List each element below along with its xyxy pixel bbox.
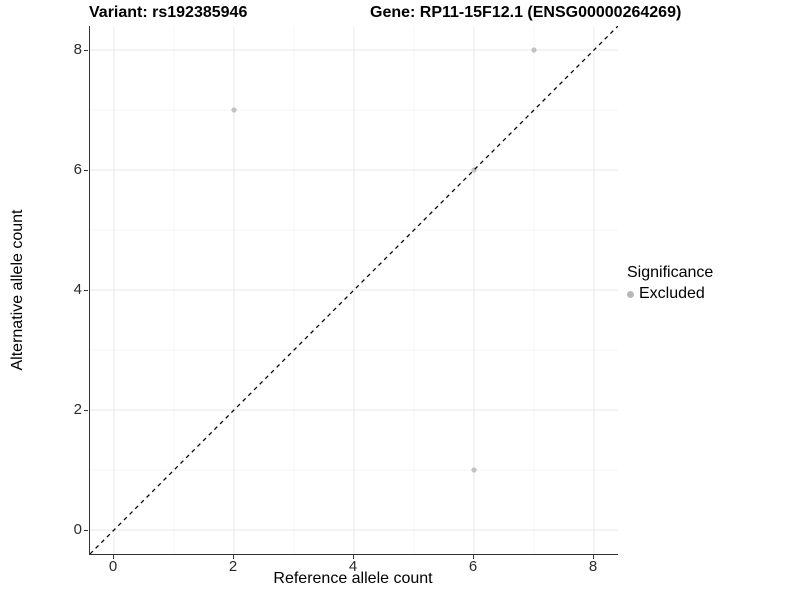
y-axis-title: Alternative allele count (9, 209, 26, 371)
legend-item-excluded: Excluded (627, 285, 713, 303)
x-axis-tick-label: 0 (108, 558, 118, 575)
legend: Significance Excluded (627, 264, 713, 303)
y-axis-tick-mark (84, 290, 88, 291)
data-point (471, 467, 477, 473)
y-axis-tick-mark (84, 410, 88, 411)
x-axis-tick-mark (233, 555, 234, 559)
x-axis-tick-mark (353, 555, 354, 559)
y-axis-tick-label: 6 (73, 161, 82, 179)
x-axis-tick-mark (473, 555, 474, 559)
y-axis-tick-label: 8 (73, 41, 82, 59)
y-axis-tick-mark (84, 170, 88, 171)
x-axis-tick-label: 6 (468, 558, 478, 575)
x-axis-tick-mark (113, 555, 114, 559)
legend-point-icon (627, 290, 634, 298)
y-axis-tick-label: 4 (73, 281, 82, 299)
y-axis-tick-mark (84, 530, 88, 531)
y-axis-tick-mark (84, 50, 88, 51)
y-axis-tick-label: 2 (73, 401, 82, 419)
x-axis-tick-mark (593, 555, 594, 559)
data-point (531, 47, 537, 53)
x-axis-tick-label: 8 (588, 558, 598, 575)
legend-item-label: Excluded (639, 285, 705, 302)
plot-canvas (90, 26, 618, 554)
data-point (231, 107, 237, 113)
legend-title: Significance (627, 264, 714, 281)
plot-panel (89, 26, 618, 555)
x-axis-tick-label: 2 (228, 558, 238, 575)
plot-title-gene: Gene: RP11-15F12.1 (ENSG00000264269) (370, 4, 682, 21)
x-axis-title: Reference allele count (273, 570, 433, 587)
y-axis-tick-label: 0 (73, 521, 82, 539)
plot-title-variant: Variant: rs192385946 (89, 4, 248, 21)
x-axis-tick-label: 4 (348, 558, 358, 575)
